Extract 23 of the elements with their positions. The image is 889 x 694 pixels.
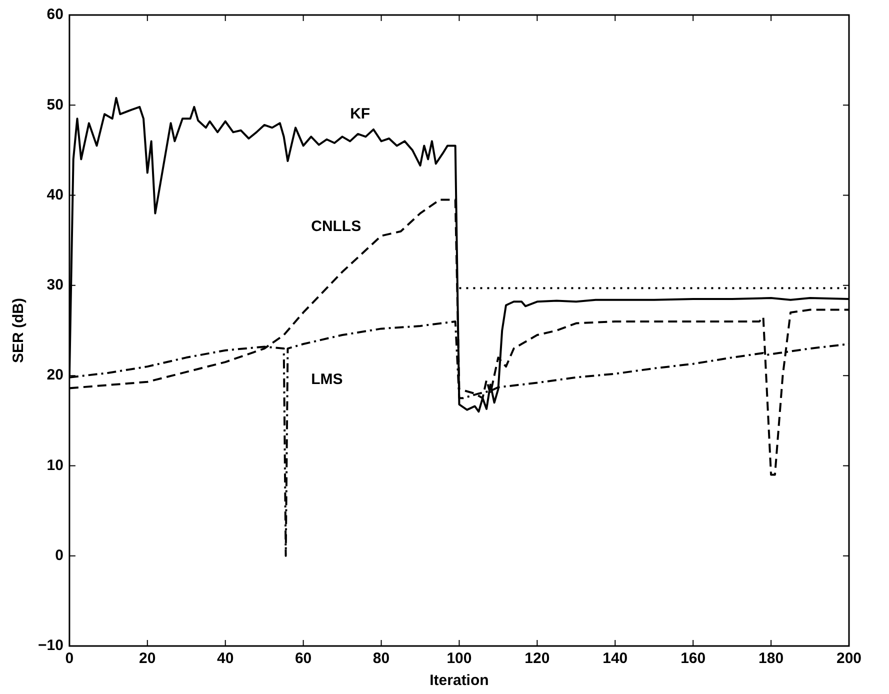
- y-tick-label: 60: [46, 6, 64, 24]
- y-tick-label: 40: [46, 186, 64, 204]
- y-tick-label: 10: [46, 456, 64, 474]
- x-tick-label: 20: [139, 650, 156, 668]
- x-tick-label: 120: [524, 650, 550, 668]
- series-label: LMS: [311, 371, 343, 388]
- x-tick-label: 140: [602, 650, 628, 668]
- x-tick-label: 40: [217, 650, 234, 668]
- x-tick-label: 60: [294, 650, 312, 668]
- x-tick-label: 180: [758, 650, 784, 668]
- y-tick-label: −10: [38, 637, 64, 654]
- series-label: CNLLS: [311, 218, 362, 235]
- x-axis-title: Iteration: [430, 672, 489, 690]
- y-tick-label: 50: [46, 96, 64, 114]
- y-tick-label: 0: [55, 547, 64, 564]
- series-label: KF: [350, 105, 370, 122]
- y-axis-title: SER (dB): [10, 298, 28, 363]
- x-tick-label: 100: [446, 650, 472, 668]
- x-tick-label: 80: [372, 650, 390, 668]
- y-tick-label: 20: [46, 366, 64, 384]
- x-tick-label: 200: [836, 650, 862, 668]
- y-tick-label: 30: [46, 276, 64, 294]
- x-tick-label: 160: [680, 650, 706, 668]
